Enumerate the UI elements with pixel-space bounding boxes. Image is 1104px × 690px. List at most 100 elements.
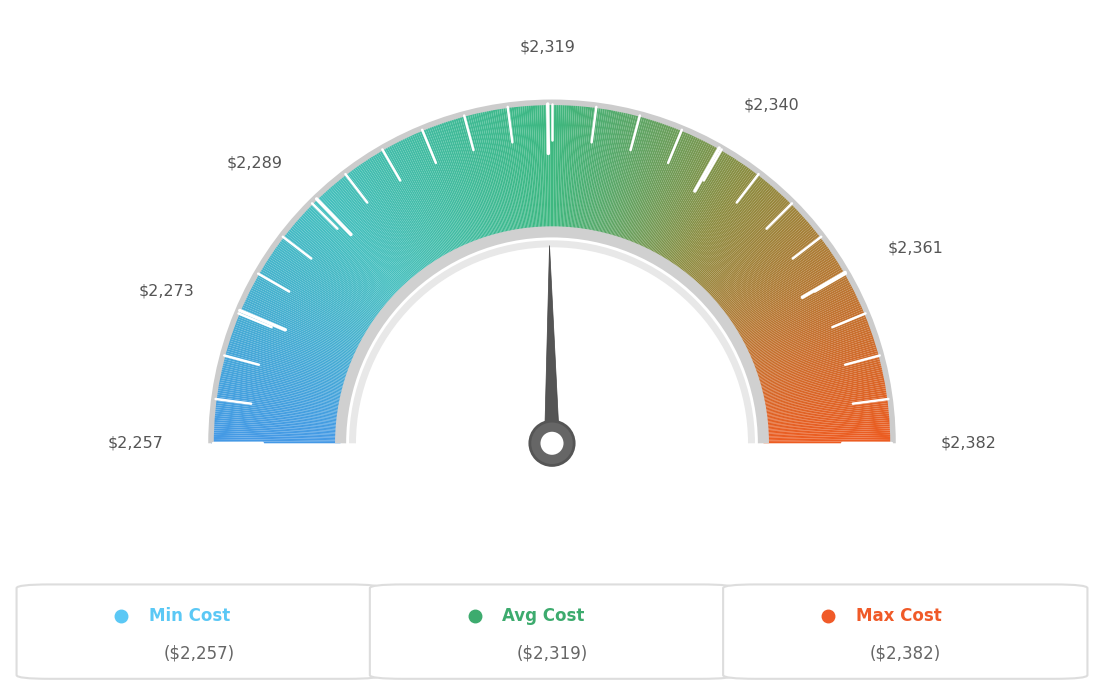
Wedge shape <box>327 186 413 285</box>
Wedge shape <box>219 371 346 400</box>
Wedge shape <box>762 403 891 420</box>
Wedge shape <box>742 294 860 352</box>
Wedge shape <box>576 104 593 233</box>
Wedge shape <box>236 314 357 364</box>
Wedge shape <box>222 357 348 391</box>
Wedge shape <box>251 281 367 344</box>
Wedge shape <box>692 188 779 286</box>
Wedge shape <box>708 213 805 302</box>
Wedge shape <box>696 193 785 289</box>
Text: $2,382: $2,382 <box>941 436 997 451</box>
Wedge shape <box>275 243 381 320</box>
Wedge shape <box>518 104 532 233</box>
Wedge shape <box>213 401 342 418</box>
Wedge shape <box>211 433 341 438</box>
Wedge shape <box>217 377 344 404</box>
Wedge shape <box>700 199 792 293</box>
Wedge shape <box>756 359 883 392</box>
Wedge shape <box>213 405 342 421</box>
Wedge shape <box>680 172 761 276</box>
Wedge shape <box>763 417 892 428</box>
Wedge shape <box>431 124 478 246</box>
Wedge shape <box>213 403 342 420</box>
Wedge shape <box>763 441 893 443</box>
Wedge shape <box>248 286 364 347</box>
Wedge shape <box>763 424 892 433</box>
Wedge shape <box>481 109 510 237</box>
Wedge shape <box>758 367 884 397</box>
Wedge shape <box>212 422 341 431</box>
Wedge shape <box>268 252 378 326</box>
Wedge shape <box>280 236 384 316</box>
Wedge shape <box>220 365 347 396</box>
Wedge shape <box>533 103 541 233</box>
Wedge shape <box>261 264 372 333</box>
Wedge shape <box>749 319 871 368</box>
Wedge shape <box>320 192 410 288</box>
Wedge shape <box>403 136 460 253</box>
Wedge shape <box>682 175 764 278</box>
Wedge shape <box>486 108 512 236</box>
Wedge shape <box>739 283 853 345</box>
Wedge shape <box>220 367 346 397</box>
Wedge shape <box>550 102 552 232</box>
Wedge shape <box>763 413 892 426</box>
Wedge shape <box>216 382 344 406</box>
Wedge shape <box>224 348 349 386</box>
Wedge shape <box>665 155 734 265</box>
Wedge shape <box>565 103 575 233</box>
Wedge shape <box>744 302 863 357</box>
Wedge shape <box>545 102 550 232</box>
Wedge shape <box>277 239 383 318</box>
Wedge shape <box>386 144 450 259</box>
Wedge shape <box>360 160 434 268</box>
Wedge shape <box>246 290 363 350</box>
Wedge shape <box>648 139 709 255</box>
Wedge shape <box>577 105 595 233</box>
Circle shape <box>541 432 563 455</box>
Wedge shape <box>754 342 878 382</box>
Wedge shape <box>401 137 459 254</box>
Wedge shape <box>702 204 796 296</box>
Wedge shape <box>211 437 341 441</box>
Wedge shape <box>647 139 707 255</box>
Wedge shape <box>624 122 669 245</box>
Wedge shape <box>726 252 836 326</box>
Wedge shape <box>325 188 412 286</box>
Wedge shape <box>740 285 854 346</box>
Wedge shape <box>597 110 626 237</box>
Wedge shape <box>257 270 370 337</box>
Wedge shape <box>724 244 830 321</box>
Wedge shape <box>561 103 570 232</box>
Wedge shape <box>495 107 518 235</box>
Wedge shape <box>598 110 628 237</box>
Wedge shape <box>707 210 802 299</box>
Wedge shape <box>263 261 373 331</box>
Wedge shape <box>747 314 868 364</box>
Wedge shape <box>652 144 716 258</box>
Wedge shape <box>720 236 824 316</box>
Text: Avg Cost: Avg Cost <box>502 607 585 625</box>
Wedge shape <box>259 266 371 335</box>
Wedge shape <box>667 157 739 266</box>
Wedge shape <box>673 164 749 270</box>
Wedge shape <box>711 218 809 304</box>
Wedge shape <box>594 109 623 237</box>
Wedge shape <box>543 102 548 232</box>
Wedge shape <box>756 353 881 388</box>
Wedge shape <box>734 272 848 338</box>
Wedge shape <box>426 126 476 247</box>
Wedge shape <box>373 152 442 264</box>
Wedge shape <box>614 117 654 242</box>
Wedge shape <box>672 162 747 270</box>
Wedge shape <box>350 168 427 273</box>
Wedge shape <box>763 409 891 424</box>
Wedge shape <box>341 174 423 277</box>
Wedge shape <box>615 118 656 242</box>
Wedge shape <box>384 146 449 259</box>
Wedge shape <box>760 380 888 405</box>
Wedge shape <box>476 110 506 237</box>
Wedge shape <box>541 102 546 232</box>
Wedge shape <box>379 149 446 262</box>
Wedge shape <box>215 390 343 411</box>
